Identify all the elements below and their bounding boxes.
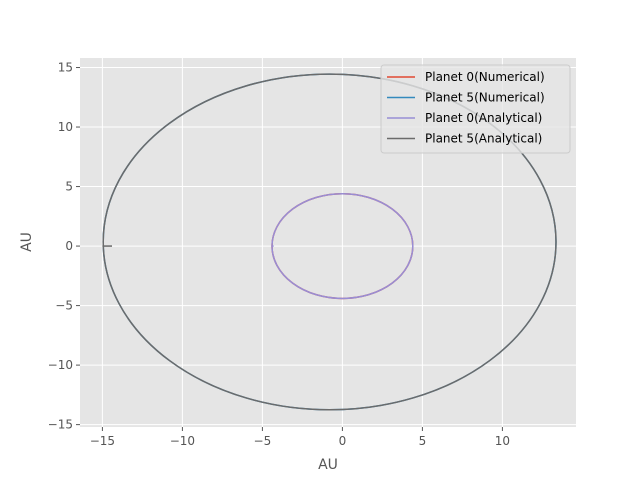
series-line-3	[102, 73, 557, 411]
tick-labels: −15 −10 −5 0 5 10 −15 −10 −5 0 5 10 15	[48, 61, 510, 448]
y-tick-label: −15	[48, 418, 73, 432]
x-axis-label: AU	[318, 457, 338, 473]
x-tick-label: 5	[419, 434, 427, 448]
x-tick-label: −5	[254, 434, 272, 448]
series-group	[102, 73, 557, 411]
x-tick-label: −10	[170, 434, 195, 448]
y-tick-label: 15	[58, 61, 73, 75]
y-axis-label: AU	[19, 232, 35, 252]
legend-entry: Planet 0(Numerical)	[425, 70, 545, 84]
legend-entry: Planet 0(Analytical)	[425, 111, 542, 125]
y-tick-label: 10	[58, 120, 73, 134]
legend-box	[380, 64, 571, 154]
legend-entry: Planet 5(Analytical)	[425, 132, 542, 146]
y-tick-label: −5	[55, 299, 73, 313]
tick-marks	[76, 67, 503, 431]
y-tick-label: 5	[65, 180, 73, 194]
x-tick-label: −15	[90, 434, 115, 448]
x-tick-label: 10	[495, 434, 510, 448]
legend: Planet 0(Numerical) Planet 5(Numerical) Pl…	[380, 64, 571, 154]
y-tick-label: 0	[65, 239, 73, 253]
legend-entry: Planet 5(Numerical)	[425, 91, 545, 105]
y-tick-label: −10	[48, 358, 73, 372]
x-tick-label: 0	[339, 434, 347, 448]
